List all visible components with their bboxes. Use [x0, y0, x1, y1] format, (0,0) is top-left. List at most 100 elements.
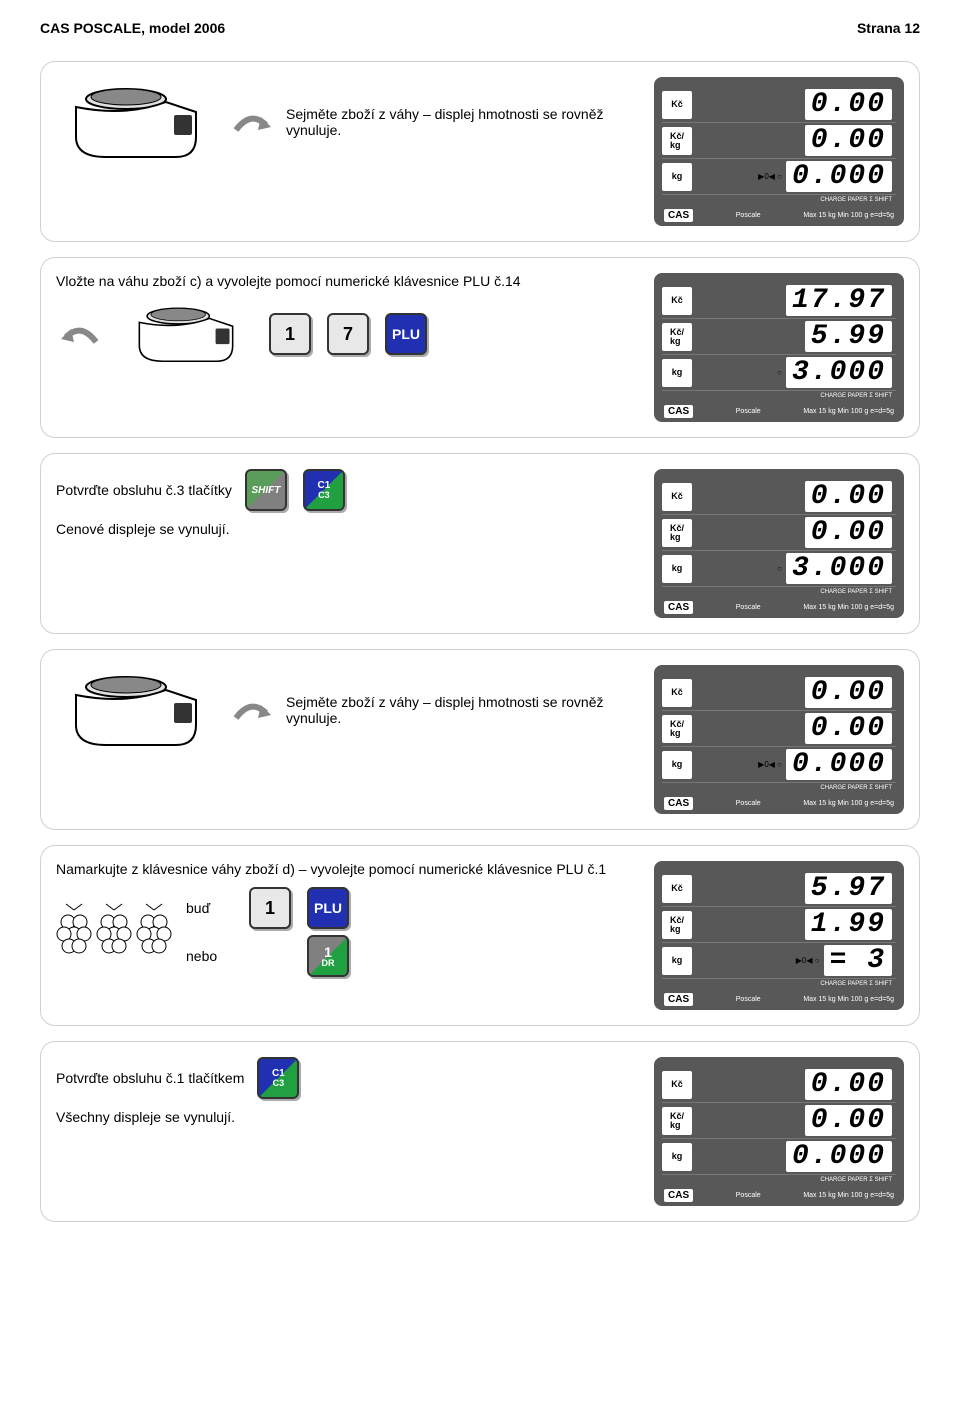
- cas-logo: CAS: [664, 601, 693, 614]
- display-kc: 5.97: [805, 873, 892, 904]
- spec-text: Max 15 kg Min 100 g e=d=5g: [803, 408, 894, 415]
- step-text: Potvrďte obsluhu č.3 tlačítky: [56, 482, 232, 498]
- label-kckg: Kč/kg: [662, 323, 692, 351]
- model-text: Poscale: [736, 408, 761, 415]
- label-kg: kg: [662, 947, 692, 975]
- scale-display: Kč0.00 Kč/kg0.00 kg○3.000 CHARGE PAPER Σ…: [654, 469, 904, 618]
- doc-title: CAS POSCALE, model 2006: [40, 20, 225, 36]
- label-kg: kg: [662, 751, 692, 779]
- key-shift[interactable]: SHIFT: [245, 469, 287, 511]
- scale-display: Kč 5.97 Kč/kg 1.99 kg ▶0◀ ○ = 3 CHARGE PAPER…: [654, 861, 904, 1010]
- display-kc: 17.97: [786, 285, 892, 316]
- option-nebo: nebo: [186, 948, 294, 964]
- grapes-icon: [56, 902, 176, 962]
- page-header: CAS POSCALE, model 2006 Strana 12: [40, 20, 920, 36]
- display-kg: 0.000: [786, 749, 892, 780]
- step-text: Vložte na váhu zboží c) a vyvolejte pomo…: [56, 273, 614, 289]
- spec-text: Max 15 kg Min 100 g e=d=5g: [803, 996, 894, 1003]
- display-kckg: 1.99: [805, 909, 892, 940]
- cas-logo: CAS: [664, 209, 693, 222]
- label-kc: Kč: [662, 679, 692, 707]
- display-kckg: 0.00: [805, 517, 892, 548]
- step-block-4: Sejměte zboží z váhy – displej hmotnosti…: [40, 649, 920, 830]
- curved-arrow-icon: [56, 317, 106, 352]
- label-kc: Kč: [662, 1071, 692, 1099]
- display-status-row: CHARGE PAPER Σ SHIFT: [662, 391, 896, 401]
- step-text: Potvrďte obsluhu č.1 tlačítkem: [56, 1070, 244, 1086]
- cas-logo: CAS: [664, 1189, 693, 1202]
- label-kg: kg: [662, 1143, 692, 1171]
- key-1-dr[interactable]: 1DR: [307, 935, 349, 977]
- spec-text: Max 15 kg Min 100 g e=d=5g: [803, 1192, 894, 1199]
- scale-icon: [56, 77, 216, 167]
- zero-indicator: ▶0◀ ○: [758, 172, 782, 181]
- scale-display: Kč0.00 Kč/kg0.00 kg0.000 CHARGE PAPER Σ …: [654, 1057, 904, 1206]
- display-kckg: 5.99: [805, 321, 892, 352]
- scale-display: Kč 17.97 Kč/kg 5.99 kg ○ 3.000 CHARGE PAPER …: [654, 273, 904, 422]
- step-text: Cenové displeje se vynulují.: [56, 521, 614, 537]
- model-text: Poscale: [736, 212, 761, 219]
- step-block-6: Potvrďte obsluhu č.1 tlačítkem C1C3 Všec…: [40, 1041, 920, 1222]
- label-kc: Kč: [662, 287, 692, 315]
- display-kg: 0.000: [786, 161, 892, 192]
- zero-indicator: ○: [777, 564, 782, 573]
- curved-arrow-icon: [226, 693, 276, 728]
- spec-text: Max 15 kg Min 100 g e=d=5g: [803, 212, 894, 219]
- key-plu[interactable]: PLU: [307, 887, 349, 929]
- key-plu[interactable]: PLU: [385, 313, 427, 355]
- display-status-row: CHARGE PAPER Σ SHIFT: [662, 1175, 896, 1185]
- label-kg: kg: [662, 359, 692, 387]
- step-block-1: Sejměte zboží z váhy – displej hmotnosti…: [40, 61, 920, 242]
- label-kckg: Kč/kg: [662, 715, 692, 743]
- display-kg: 3.000: [786, 357, 892, 388]
- label-kg: kg: [662, 555, 692, 583]
- model-text: Poscale: [736, 604, 761, 611]
- display-kc: 0.00: [805, 481, 892, 512]
- model-text: Poscale: [736, 996, 761, 1003]
- step-text: Sejměte zboží z váhy – displej hmotnosti…: [286, 106, 614, 138]
- key-1[interactable]: 1: [249, 887, 291, 929]
- zero-indicator: ○: [777, 368, 782, 377]
- display-kg: = 3: [824, 945, 892, 976]
- step-block-5: Namarkujte z klávesnice váhy zboží d) – …: [40, 845, 920, 1026]
- display-kc: 0.00: [805, 677, 892, 708]
- label-kc: Kč: [662, 483, 692, 511]
- scale-display: Kč 0.00 Kč/kg 0.00 kg ▶0◀ ○ 0.000 CHARGE PAP…: [654, 665, 904, 814]
- model-text: Poscale: [736, 1192, 761, 1199]
- display-status-row: CHARGE PAPER Σ SHIFT: [662, 979, 896, 989]
- display-kc: 0.00: [805, 1069, 892, 1100]
- label-kckg: Kč/kg: [662, 1107, 692, 1135]
- display-kckg: 0.00: [805, 713, 892, 744]
- cas-logo: CAS: [664, 993, 693, 1006]
- label-kckg: Kč/kg: [662, 519, 692, 547]
- spec-text: Max 15 kg Min 100 g e=d=5g: [803, 800, 894, 807]
- scale-display: Kč0.00 Kč/kg0.00 kg▶0◀ ○0.000 CHARGE PAP…: [654, 77, 904, 226]
- model-text: Poscale: [736, 800, 761, 807]
- step-text: Namarkujte z klávesnice váhy zboží d) – …: [56, 861, 614, 877]
- display-status-row: CHARGE PAPER Σ SHIFT: [662, 783, 896, 793]
- label-kckg: Kč/kg: [662, 911, 692, 939]
- key-1[interactable]: 1: [269, 313, 311, 355]
- label-kg: kg: [662, 163, 692, 191]
- zero-indicator: ▶0◀ ○: [758, 760, 782, 769]
- display-kg: 3.000: [786, 553, 892, 584]
- cas-logo: CAS: [664, 405, 693, 418]
- step-text: Sejměte zboží z váhy – displej hmotnosti…: [286, 694, 614, 726]
- key-7[interactable]: 7: [327, 313, 369, 355]
- page-number: Strana 12: [857, 20, 920, 36]
- display-kckg: 0.00: [805, 125, 892, 156]
- cas-logo: CAS: [664, 797, 693, 810]
- curved-arrow-icon: [226, 105, 276, 140]
- key-c1c3[interactable]: C1C3: [257, 1057, 299, 1099]
- step-block-3: Potvrďte obsluhu č.3 tlačítky SHIFT C1C3…: [40, 453, 920, 634]
- label-kc: Kč: [662, 875, 692, 903]
- zero-indicator: ▶0◀ ○: [796, 956, 820, 965]
- label-kckg: Kč/kg: [662, 127, 692, 155]
- step-text: Všechny displeje se vynulují.: [56, 1109, 614, 1125]
- option-bud: buď: [186, 900, 236, 916]
- display-kg: 0.000: [786, 1141, 892, 1172]
- step-block-2: Vložte na váhu zboží c) a vyvolejte pomo…: [40, 257, 920, 438]
- display-status-row: CHARGE PAPER Σ SHIFT: [662, 195, 896, 205]
- key-c1c3[interactable]: C1C3: [303, 469, 345, 511]
- scale-icon: [56, 665, 216, 755]
